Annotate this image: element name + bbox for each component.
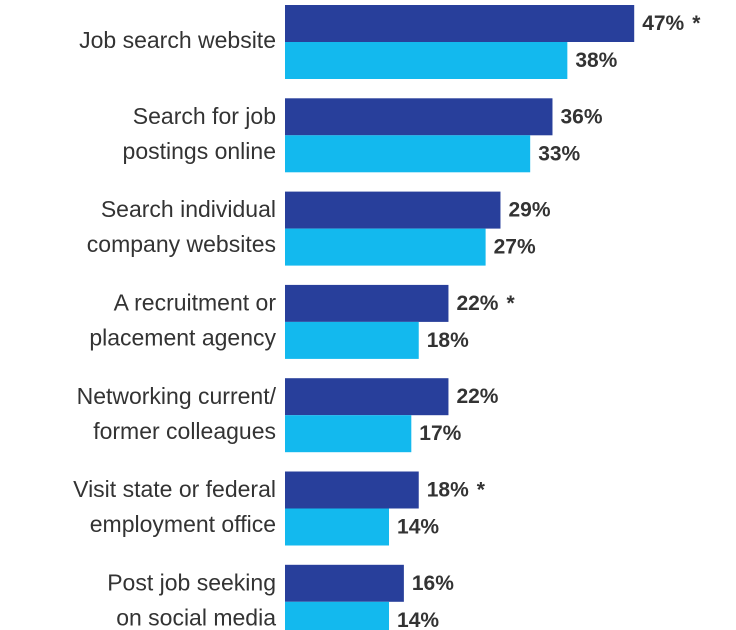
category-label: Search for job [133,103,276,129]
annotation: * [692,12,701,35]
value-label: 36% [560,105,602,128]
bar [285,564,404,602]
bar [285,601,390,630]
bar [285,321,419,359]
bar [285,191,501,229]
value-label: 22% [456,292,498,315]
value-label: 18% [427,479,469,502]
category-label: A recruitment or [114,289,277,315]
value-label: 16% [412,572,454,595]
bar [285,42,568,79]
category-label: former colleagues [93,418,276,444]
bar [285,508,390,546]
bar [285,471,419,509]
annotation: * [477,479,486,502]
bar [285,378,449,416]
bar [285,135,531,173]
category-label: Post job seeking [107,569,276,595]
bar [285,284,449,322]
value-label: 47% [642,12,684,35]
value-label: 27% [494,236,536,259]
value-label: 29% [508,199,550,222]
annotation: * [506,292,515,315]
category-label: on social media [116,604,276,630]
value-label: 14% [397,516,439,539]
value-label: 33% [538,142,580,165]
category-label: Visit state or federal [73,476,276,502]
bar [285,98,553,136]
value-label: 14% [397,609,439,630]
category-label: Search individual [101,196,276,222]
value-label: 22% [456,385,498,408]
bar [285,228,486,266]
category-label: placement agency [89,324,276,350]
category-label: employment office [90,511,276,537]
category-label: company websites [87,231,276,257]
bar [285,415,412,453]
category-label: Job search website [79,27,276,53]
category-label: postings online [123,138,276,164]
category-label: Networking current/ [77,383,277,409]
bar [285,5,635,42]
value-label: 38% [575,49,617,72]
value-label: 17% [419,422,461,445]
value-label: 18% [427,329,469,352]
